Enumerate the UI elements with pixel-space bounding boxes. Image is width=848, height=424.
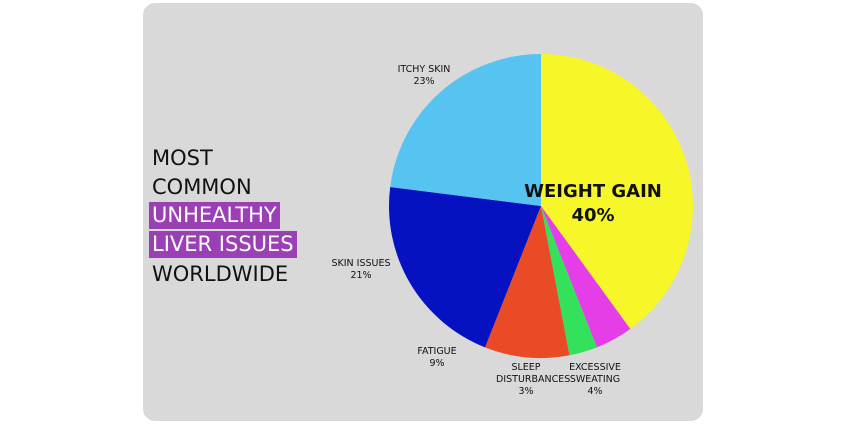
category-label: ITCHY SKIN: [397, 64, 451, 75]
pie-slice: [541, 54, 694, 329]
value-label: 9%: [429, 358, 445, 369]
value-label: 4%: [587, 386, 603, 397]
title-line: MOST: [152, 146, 213, 170]
slice-label: WEIGHT GAIN 40%: [493, 180, 693, 228]
category-label: EXCESSIVE SWEATING: [569, 362, 621, 385]
title-line: UNHEALTHY: [149, 202, 280, 229]
chart-title: MOST COMMON UNHEALTHY LIVER ISSUES WORLDWIDE: [149, 144, 297, 289]
category-label: FATIGUE: [417, 346, 457, 357]
pie-slice: [389, 186, 541, 348]
value-label: 21%: [350, 270, 372, 281]
value-label: 23%: [413, 76, 435, 87]
pie-slice: [541, 206, 597, 356]
title-line: WORLDWIDE: [152, 262, 289, 286]
value-label: 40%: [571, 205, 615, 226]
slice-label: FATIGUE 9%: [407, 346, 467, 370]
category-label: WEIGHT GAIN: [524, 181, 662, 202]
value-label: 3%: [518, 386, 534, 397]
slice-label: EXCESSIVE SWEATING 4%: [565, 362, 625, 398]
slice-label: SKIN ISSUES 21%: [331, 258, 391, 282]
slice-label: ITCHY SKIN 23%: [394, 64, 454, 88]
category-label: SLEEP DISTURBANCES: [496, 362, 571, 385]
pie-slice: [390, 54, 541, 206]
title-line: COMMON: [152, 175, 252, 199]
title-line: LIVER ISSUES: [149, 231, 297, 258]
pie-slice: [541, 206, 631, 348]
pie-slice: [485, 206, 570, 358]
slice-label: SLEEP DISTURBANCES 3%: [496, 362, 571, 398]
category-label: SKIN ISSUES: [331, 258, 391, 269]
